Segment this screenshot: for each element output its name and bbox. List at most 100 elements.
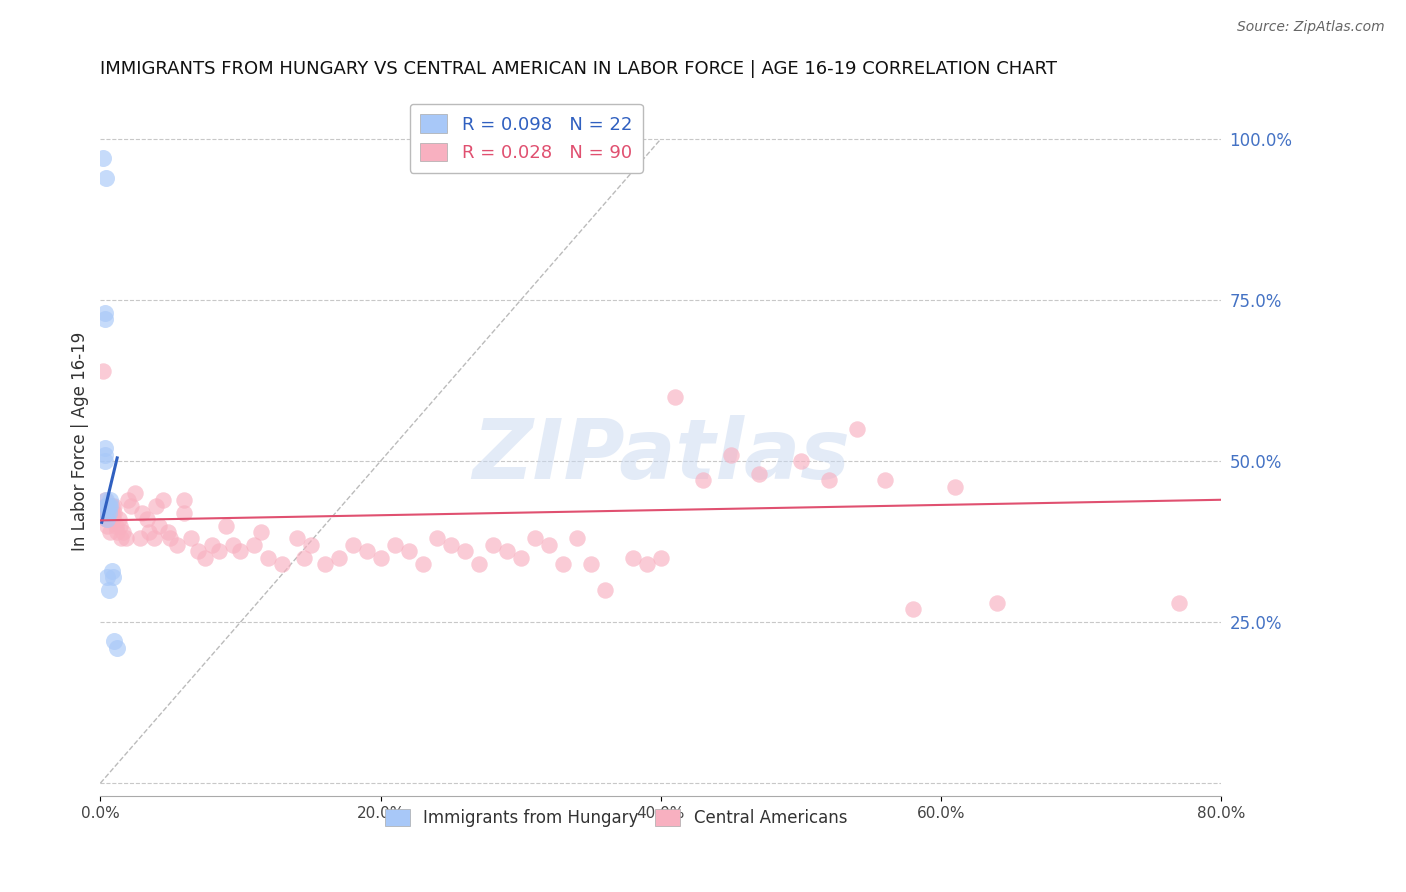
Point <box>173 506 195 520</box>
Point <box>108 518 131 533</box>
Point <box>818 474 841 488</box>
Point <box>98 492 121 507</box>
Point <box>94 506 117 520</box>
Point <box>100 564 122 578</box>
Point <box>159 532 181 546</box>
Point <box>97 512 120 526</box>
Point <box>551 557 574 571</box>
Point <box>105 640 128 655</box>
Point <box>103 634 125 648</box>
Point <box>128 532 150 546</box>
Point <box>537 538 560 552</box>
Point <box>314 557 336 571</box>
Point <box>97 582 120 597</box>
Point <box>94 492 117 507</box>
Point <box>124 486 146 500</box>
Legend: Immigrants from Hungary, Central Americans: Immigrants from Hungary, Central America… <box>378 802 853 834</box>
Text: ZIPatlas: ZIPatlas <box>472 416 849 497</box>
Point <box>156 524 179 539</box>
Point <box>98 524 121 539</box>
Point <box>96 499 118 513</box>
Point <box>120 499 142 513</box>
Point <box>97 506 120 520</box>
Point <box>107 512 129 526</box>
Point <box>100 499 122 513</box>
Point <box>593 582 616 597</box>
Point <box>103 499 125 513</box>
Point <box>98 499 121 513</box>
Point <box>103 506 125 520</box>
Point <box>748 467 770 481</box>
Point <box>135 512 157 526</box>
Point <box>440 538 463 552</box>
Point <box>342 538 364 552</box>
Point <box>664 390 686 404</box>
Point <box>138 524 160 539</box>
Point <box>292 550 315 565</box>
Point <box>91 152 114 166</box>
Point <box>96 518 118 533</box>
Point <box>194 550 217 565</box>
Point <box>426 532 449 546</box>
Point <box>467 557 489 571</box>
Point <box>97 499 120 513</box>
Point <box>845 422 868 436</box>
Point <box>328 550 350 565</box>
Point <box>96 512 118 526</box>
Point <box>93 454 115 468</box>
Point <box>104 518 127 533</box>
Point <box>943 480 966 494</box>
Point <box>370 550 392 565</box>
Point <box>166 538 188 552</box>
Point <box>94 499 117 513</box>
Point <box>110 532 132 546</box>
Point <box>173 492 195 507</box>
Point <box>509 550 531 565</box>
Point <box>412 557 434 571</box>
Point <box>208 544 231 558</box>
Point <box>148 518 170 533</box>
Point <box>257 550 280 565</box>
Point <box>720 448 742 462</box>
Point <box>93 442 115 456</box>
Point <box>222 538 245 552</box>
Point <box>105 524 128 539</box>
Point <box>621 550 644 565</box>
Y-axis label: In Labor Force | Age 16-19: In Labor Force | Age 16-19 <box>72 332 89 551</box>
Point <box>152 492 174 507</box>
Point <box>93 448 115 462</box>
Point <box>100 506 122 520</box>
Point <box>142 532 165 546</box>
Point <box>96 506 118 520</box>
Point <box>243 538 266 552</box>
Point <box>94 512 117 526</box>
Point <box>901 602 924 616</box>
Point <box>650 550 672 565</box>
Point <box>201 538 224 552</box>
Point <box>180 532 202 546</box>
Point <box>93 492 115 507</box>
Point <box>96 512 118 526</box>
Point <box>398 544 420 558</box>
Point <box>495 544 517 558</box>
Point <box>215 518 238 533</box>
Text: Source: ZipAtlas.com: Source: ZipAtlas.com <box>1237 20 1385 34</box>
Text: IMMIGRANTS FROM HUNGARY VS CENTRAL AMERICAN IN LABOR FORCE | AGE 16-19 CORRELATI: IMMIGRANTS FROM HUNGARY VS CENTRAL AMERI… <box>100 60 1057 78</box>
Point <box>101 512 124 526</box>
Point <box>790 454 813 468</box>
Point <box>114 532 136 546</box>
Point <box>384 538 406 552</box>
Point <box>93 306 115 320</box>
Point <box>101 570 124 584</box>
Point <box>873 474 896 488</box>
Point <box>523 532 546 546</box>
Point <box>285 532 308 546</box>
Point <box>117 492 139 507</box>
Point <box>481 538 503 552</box>
Point <box>145 499 167 513</box>
Point <box>93 312 115 326</box>
Point <box>131 506 153 520</box>
Point <box>1168 596 1191 610</box>
Point <box>565 532 588 546</box>
Point <box>636 557 658 571</box>
